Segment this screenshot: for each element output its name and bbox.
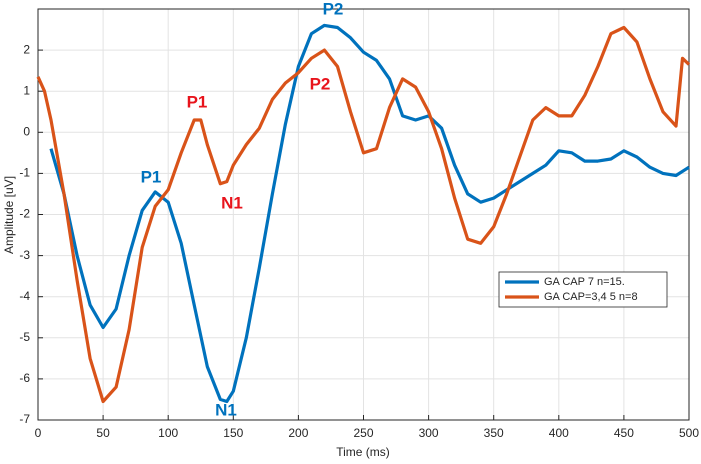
y-tick-label: -3 — [19, 248, 30, 262]
x-tick-label: 50 — [96, 426, 110, 440]
x-tick-label: 0 — [35, 426, 42, 440]
y-tick-label: -1 — [19, 166, 30, 180]
annotation: P1 — [187, 92, 208, 111]
legend: GA CAP 7 n=15. GA CAP=3,4 5 n=8 — [498, 271, 668, 308]
x-tick-label: 350 — [484, 426, 504, 440]
x-tick-label: 200 — [288, 426, 308, 440]
x-tick-label: 100 — [158, 426, 178, 440]
axes-box — [37, 8, 690, 421]
x-tick-label: 500 — [679, 426, 699, 440]
x-axis-label: Time (ms) — [336, 445, 390, 459]
y-axis-label: Amplitude [uV] — [2, 176, 16, 254]
x-tick-label: 250 — [353, 426, 373, 440]
annotation: N1 — [215, 400, 237, 419]
y-tick-label: 0 — [23, 124, 30, 138]
annotation: P2 — [310, 74, 331, 93]
y-tick-label: -6 — [19, 371, 30, 385]
y-tick-label: 1 — [23, 83, 30, 97]
x-tick-label: 300 — [419, 426, 439, 440]
annotation: P2 — [323, 0, 344, 18]
y-tick-label: -5 — [19, 330, 30, 344]
line-series — [49, 23, 690, 404]
x-tick-label: 400 — [549, 426, 569, 440]
legend-label: GA CAP=3,4 5 n=8 — [544, 291, 638, 303]
legend-box — [498, 271, 668, 308]
annotation: P1 — [141, 167, 162, 186]
y-tick-label: -2 — [19, 207, 30, 221]
y-tick-label: -7 — [19, 412, 30, 426]
legend-label: GA CAP 7 n=15. — [544, 276, 625, 288]
x-tick-label: 150 — [223, 426, 243, 440]
line-series — [36, 25, 691, 404]
x-tick-label: 450 — [614, 426, 634, 440]
y-tick-label: -4 — [19, 289, 30, 303]
annotation: N1 — [221, 193, 243, 212]
y-tick-label: 2 — [23, 42, 30, 56]
